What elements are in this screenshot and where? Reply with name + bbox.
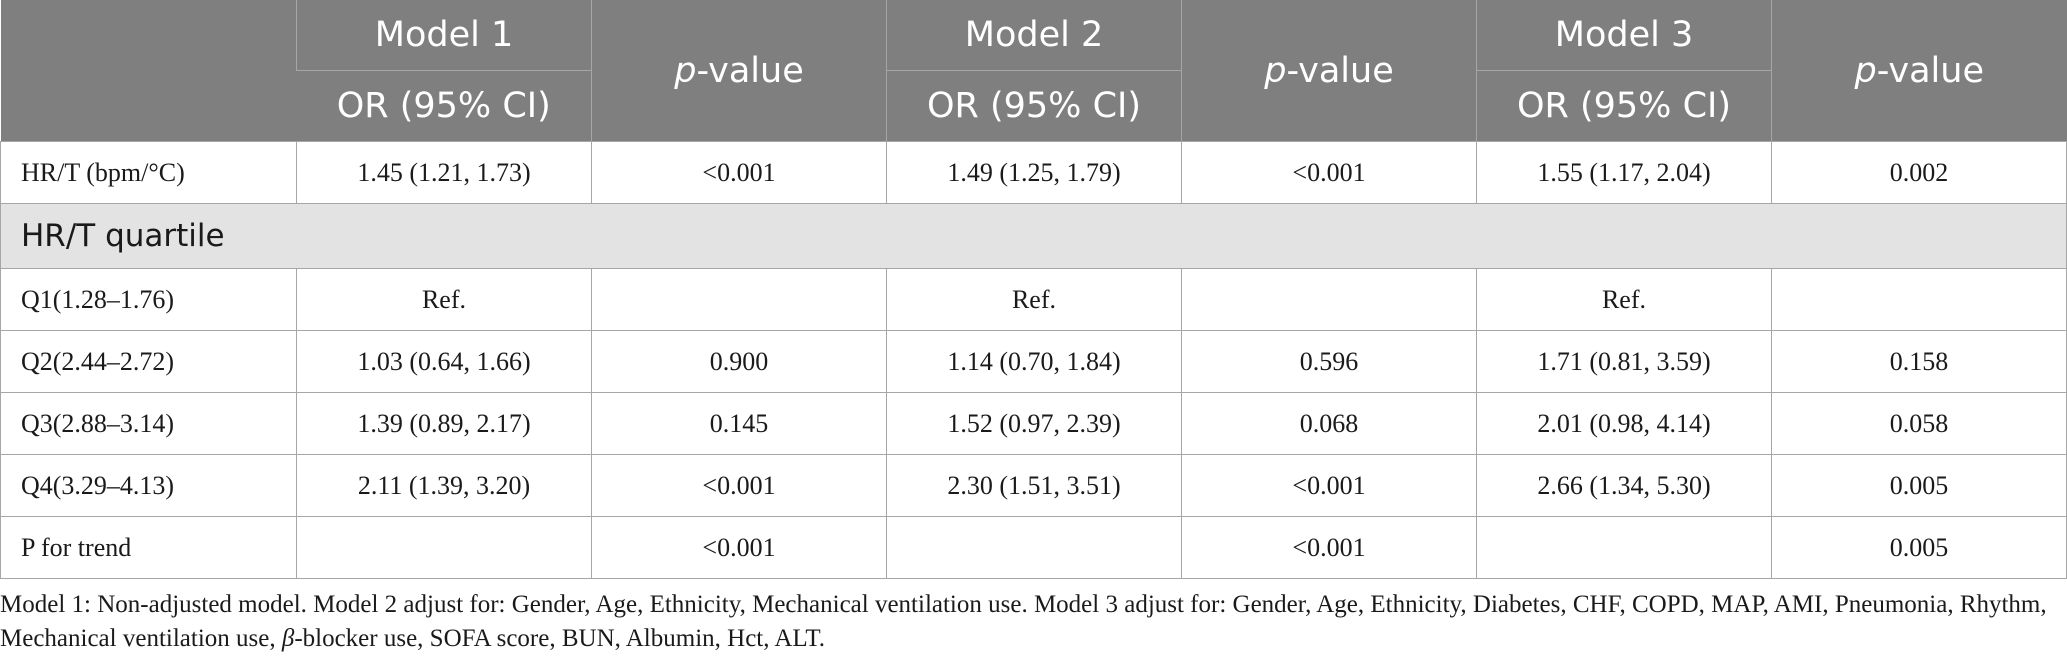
footnote-text: Model 1: Non-adjusted model. Model 2 adj… bbox=[0, 591, 2047, 652]
cell-p bbox=[591, 268, 887, 331]
header-or-3: OR (95% CI) bbox=[1476, 70, 1772, 142]
cell-p: 0.158 bbox=[1771, 330, 2067, 393]
cell-p: 0.058 bbox=[1771, 392, 2067, 455]
cell-or: 2.30 (1.51, 3.51) bbox=[886, 454, 1182, 517]
cell-p: 0.900 bbox=[591, 330, 887, 393]
header-or-1: OR (95% CI) bbox=[296, 70, 592, 142]
cell-p: <0.001 bbox=[1181, 454, 1477, 517]
cell-or bbox=[886, 516, 1182, 579]
cell-p: <0.001 bbox=[591, 516, 887, 579]
header-p-value-3: p-value bbox=[1771, 0, 2067, 142]
header-model-1: Model 1 bbox=[296, 0, 592, 71]
cell-or: 1.49 (1.25, 1.79) bbox=[886, 141, 1182, 204]
cell-p: <0.001 bbox=[591, 141, 887, 204]
row-label: Q2(2.44–2.72) bbox=[0, 330, 297, 393]
header-or-2: OR (95% CI) bbox=[886, 70, 1182, 142]
cell-or: Ref. bbox=[296, 268, 592, 331]
cell-or: 2.11 (1.39, 3.20) bbox=[296, 454, 592, 517]
cell-p: 0.005 bbox=[1771, 454, 2067, 517]
cell-p: 0.002 bbox=[1771, 141, 2067, 204]
cell-p: <0.001 bbox=[591, 454, 887, 517]
header-p-value-1: p-value bbox=[591, 0, 887, 142]
cell-or: 1.14 (0.70, 1.84) bbox=[886, 330, 1182, 393]
table-row: HR/T (bpm/°C) 1.45 (1.21, 1.73) <0.001 1… bbox=[0, 141, 2067, 204]
section-label: HR/T quartile bbox=[0, 203, 2067, 269]
cell-or: Ref. bbox=[1476, 268, 1772, 331]
cell-p bbox=[1181, 268, 1477, 331]
cell-or: 1.03 (0.64, 1.66) bbox=[296, 330, 592, 393]
table-row: P for trend <0.001 <0.001 0.005 bbox=[0, 516, 2067, 579]
cell-p bbox=[1771, 268, 2067, 331]
cell-p: <0.001 bbox=[1181, 516, 1477, 579]
cell-p: 0.068 bbox=[1181, 392, 1477, 455]
header-model-2: Model 2 bbox=[886, 0, 1182, 71]
cell-or: 1.71 (0.81, 3.59) bbox=[1476, 330, 1772, 393]
cell-or: 1.55 (1.17, 2.04) bbox=[1476, 141, 1772, 204]
cell-p: <0.001 bbox=[1181, 141, 1477, 204]
header-model-3: Model 3 bbox=[1476, 0, 1772, 71]
table-row: Q4(3.29–4.13) 2.11 (1.39, 3.20) <0.001 2… bbox=[0, 454, 2067, 517]
cell-or bbox=[296, 516, 592, 579]
row-label: Q4(3.29–4.13) bbox=[0, 454, 297, 517]
cell-p: 0.596 bbox=[1181, 330, 1477, 393]
footnote-beta: β bbox=[281, 625, 295, 652]
table-row: Q2(2.44–2.72) 1.03 (0.64, 1.66) 0.900 1.… bbox=[0, 330, 2067, 393]
cell-p: 0.145 bbox=[591, 392, 887, 455]
cell-p: 0.005 bbox=[1771, 516, 2067, 579]
table-row: Q1(1.28–1.76) Ref. Ref. Ref. bbox=[0, 268, 2067, 331]
header-p-value-2: p-value bbox=[1181, 0, 1477, 142]
cell-or bbox=[1476, 516, 1772, 579]
row-label: P for trend bbox=[0, 516, 297, 579]
row-label: Q3(2.88–3.14) bbox=[0, 392, 297, 455]
table-footnote: Model 1: Non-adjusted model. Model 2 adj… bbox=[0, 588, 2060, 656]
row-label: Q1(1.28–1.76) bbox=[0, 268, 297, 331]
header-row-models: Model 1 p-value Model 2 p-value Model 3 … bbox=[0, 0, 2067, 142]
cell-or: 2.66 (1.34, 5.30) bbox=[1476, 454, 1772, 517]
cell-or: Ref. bbox=[886, 268, 1182, 331]
results-table-container: Model 1 p-value Model 2 p-value Model 3 … bbox=[0, 0, 2067, 579]
header-row-subheads: OR (95% CI) OR (95% CI) OR (95% CI) bbox=[1, 70, 2067, 142]
odds-ratio-table: Model 1 p-value Model 2 p-value Model 3 … bbox=[0, 0, 2067, 579]
cell-or: 1.52 (0.97, 2.39) bbox=[886, 392, 1182, 455]
row-label: HR/T (bpm/°C) bbox=[0, 141, 297, 204]
table-row: Q3(2.88–3.14) 1.39 (0.89, 2.17) 0.145 1.… bbox=[0, 392, 2067, 455]
footnote-text-end: -blocker use, SOFA score, BUN, Albumin, … bbox=[294, 625, 826, 652]
cell-or: 2.01 (0.98, 4.14) bbox=[1476, 392, 1772, 455]
header-blank bbox=[0, 0, 297, 142]
section-row: HR/T quartile bbox=[0, 203, 2067, 269]
cell-or: 1.45 (1.21, 1.73) bbox=[296, 141, 592, 204]
cell-or: 1.39 (0.89, 2.17) bbox=[296, 392, 592, 455]
